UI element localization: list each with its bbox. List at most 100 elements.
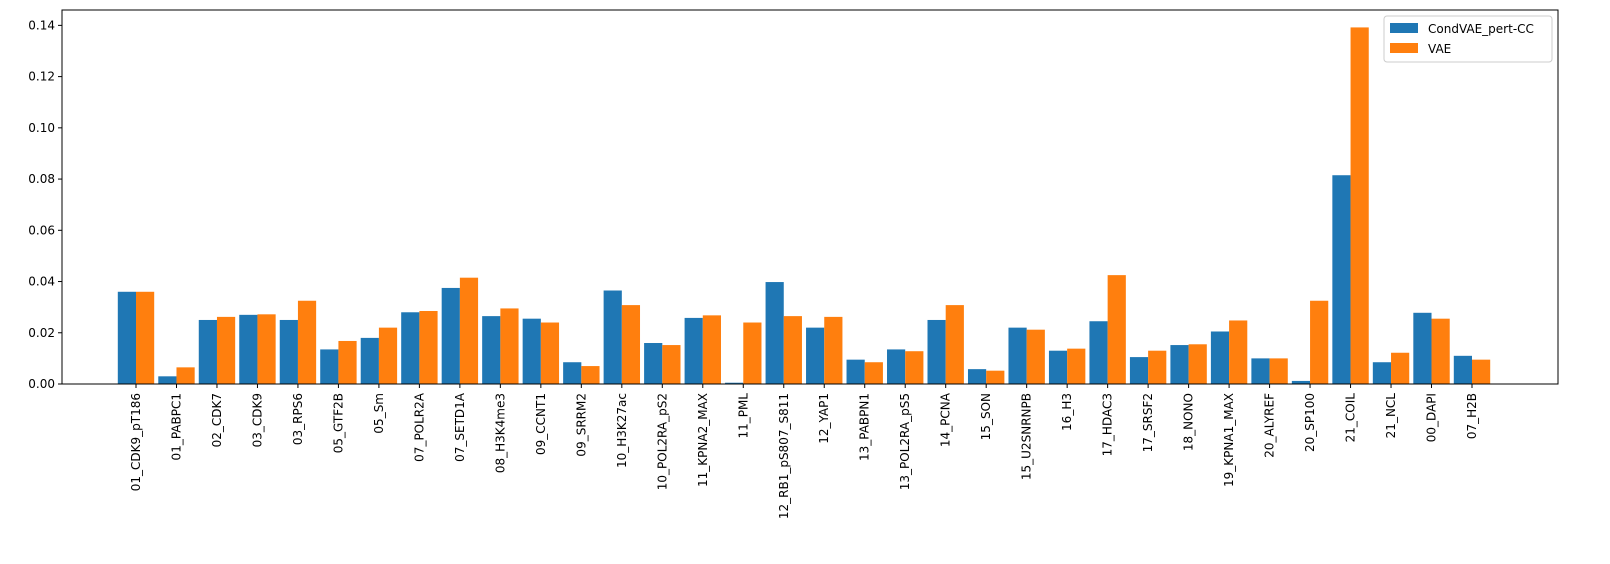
x-tick-label-18: 13_PABPN1 [858,393,872,461]
bar-condvae-19 [887,349,906,384]
y-tick-label-6: 0.12 [28,70,55,84]
bar-condvae-8 [441,287,460,384]
bar-condvae-16 [765,282,784,384]
bar-vae-2 [216,316,236,384]
bar-condvae-13 [644,343,663,384]
x-tick-label-33: 07_H2B [1465,393,1479,439]
bar-vae-24 [1107,275,1126,384]
bar-condvae-29 [1291,380,1311,384]
x-tick-label-32: 00_DAPI [1425,393,1439,442]
y-tick-label-1: 0.02 [28,326,55,340]
x-tick-label-3: 03_CDK9 [250,393,264,447]
bar-condvae-21 [967,369,987,384]
bar-condvae-14 [684,317,703,384]
x-tick-label-5: 05_GTF2B [331,393,345,453]
bar-condvae-32 [1413,312,1432,384]
bar-condvae-25 [1129,357,1149,384]
bar-vae-25 [1148,350,1167,384]
bar-vae-4 [297,300,317,384]
bar-vae-19 [905,351,924,384]
bar-condvae-5 [320,349,339,384]
y-tick-label-5: 0.10 [28,121,55,135]
bar-condvae-1 [158,376,177,384]
legend-swatch-0 [1390,23,1418,33]
x-tick-label-15: 11_PML [736,393,750,439]
bar-condvae-27 [1210,331,1230,384]
x-tick-label-8: 07_SETD1A [453,392,467,462]
bar-condvae-3 [239,314,258,384]
bar-vae-1 [176,367,195,384]
x-tick-label-19: 13_POL2RA_pS5 [898,393,912,490]
plot-frame [61,9,1559,385]
bar-vae-3 [257,314,276,384]
axes-layer: 0.00 0.02 0.04 0.06 0.08 0.10 0.12 0.14 01_CDK9_… [28,9,1559,519]
legend-label-0: CondVAE_pert-CC [1428,22,1534,36]
y-tick-label-7: 0.14 [28,18,55,32]
y-tick-label-4: 0.08 [28,172,55,186]
bar-condvae-30 [1332,175,1351,384]
x-tick-label-12: 10_H3K27ac [615,393,629,468]
bar-vae-9 [500,308,519,384]
bars-layer [117,27,1491,384]
bar-vae-13 [662,345,681,384]
x-tick-label-17: 12_YAP1 [817,393,831,444]
bar-vae-18 [864,362,883,384]
bar-vae-5 [338,340,357,384]
y-tick-label-2: 0.04 [28,275,55,289]
bar-vae-33 [1472,359,1491,384]
x-tick-label-10: 09_CCNT1 [534,393,548,455]
bar-vae-28 [1269,358,1288,384]
bar-condvae-11 [563,362,582,384]
bar-vae-6 [378,327,398,384]
bar-condvae-26 [1170,345,1189,384]
bar-vae-10 [540,322,560,384]
bar-condvae-0 [117,291,136,384]
x-tick-label-24: 17_HDAC3 [1101,393,1115,456]
x-tick-label-22: 15_U2SNRNPB [1020,393,1034,480]
x-tick-label-29: 20_SP100 [1303,393,1317,452]
bar-condvae-28 [1251,358,1270,384]
x-tick-label-9: 08_H3K4me3 [493,393,507,473]
bar-vae-12 [621,305,641,384]
bar-vae-23 [1067,348,1086,384]
bar-condvae-2 [198,319,217,384]
bar-vae-15 [743,322,762,384]
bar-vae-22 [1026,329,1045,384]
x-tick-label-14: 11_KPNA2_MAX [696,393,710,487]
bar-vae-7 [419,310,438,384]
x-tick-label-13: 10_POL2RA_pS2 [655,393,669,490]
legend: CondVAE_pert-CC VAE [1383,15,1553,63]
legend-box [1383,15,1553,63]
bar-condvae-10 [522,318,541,384]
x-tick-label-1: 01_PABPC1 [169,393,183,460]
bar-condvae-6 [360,337,379,384]
x-tick-label-4: 03_RPS6 [291,393,305,445]
bar-vae-26 [1188,344,1207,384]
bar-condvae-31 [1372,362,1392,384]
bar-condvae-4 [279,319,298,384]
bar-condvae-22 [1008,327,1027,384]
y-tick-label-3: 0.06 [28,223,55,237]
x-tick-label-26: 18_NONO [1182,393,1196,451]
x-tick-label-23: 16_H3 [1060,393,1074,431]
x-tick-label-0: 01_CDK9_pT186 [129,393,143,491]
bar-vae-31 [1391,352,1410,384]
bar-vae-32 [1431,318,1450,384]
bar-condvae-12 [603,290,622,384]
bar-vae-8 [459,277,479,384]
x-tick-label-16: 12_RB1_pS807_S811 [777,393,791,519]
x-tick-label-2: 02_CDK7 [210,393,224,447]
bar-condvae-9 [482,316,501,384]
x-tick-label-6: 05_Sm [372,393,386,434]
x-tick-label-21: 15_SON [979,393,993,440]
bar-vae-29 [1310,300,1329,384]
bar-condvae-17 [806,327,825,384]
bar-vae-16 [783,316,802,384]
bar-vae-21 [986,370,1005,384]
x-tick-label-11: 09_SRRM2 [574,393,588,457]
bar-vae-17 [824,316,843,384]
x-tick-label-28: 20_ALYREF [1263,393,1277,458]
bar-vae-0 [136,291,155,384]
